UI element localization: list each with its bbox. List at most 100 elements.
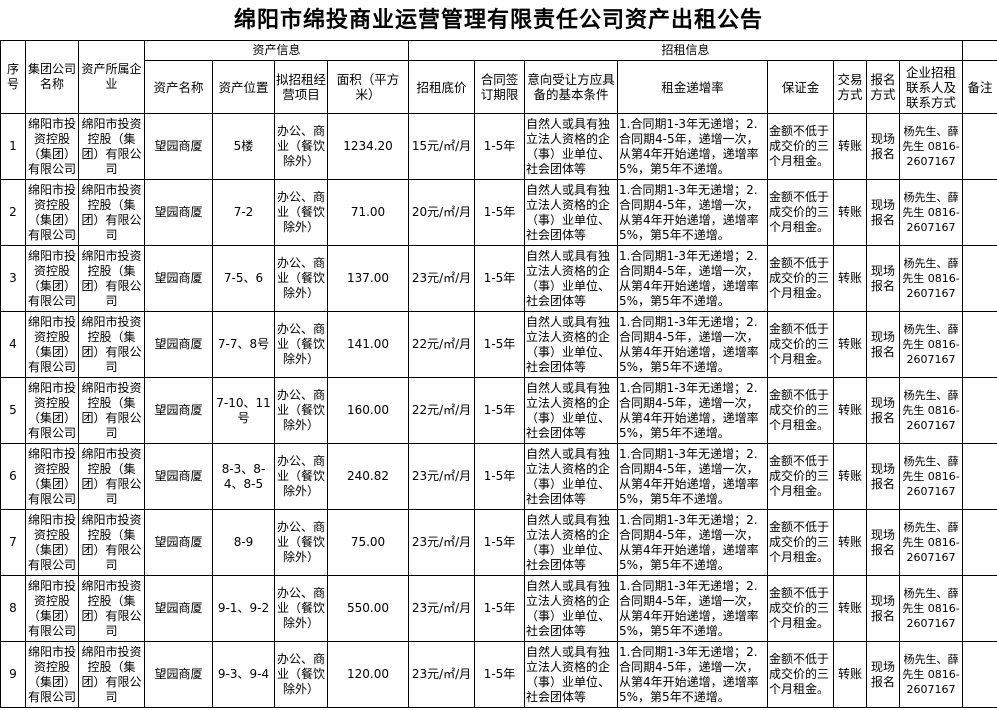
cell-price: 22元/㎡/月 [408,377,476,444]
cell-area: 1234.20 [326,113,410,180]
cell-location: 8-3、8-4、8-5 [212,443,275,510]
header-group-lease: 招租信息 [408,40,964,61]
cell-contact: 杨先生、薛先生 0816-2607167 [899,377,964,444]
cell-owner: 绵阳市投资控股（集团）有限公司 [78,113,145,180]
cell-contact: 杨先生、薛先生 0816-2607167 [899,113,964,180]
cell-group: 绵阳市投资控股（集团）有限公司 [25,113,79,180]
cell-location: 7-5、6 [212,245,275,312]
cell-location: 8-9 [212,509,275,576]
cell-name: 望园商厦 [144,443,213,510]
cell-deposit: 金额不低于成交价的三个月租金。 [767,509,835,576]
cell-price: 23元/㎡/月 [408,245,476,312]
cell-group: 绵阳市投资控股（集团）有限公司 [25,179,79,246]
cell-term: 1-5年 [474,641,526,708]
cell-name: 望园商厦 [144,179,213,246]
header-area: 面积（平方米） [326,60,410,114]
cell-usage: 办公、商业（餐饮除外） [274,377,328,444]
header-contact: 企业招租联系人及联系方式 [899,60,964,114]
header-conditions: 意向受让方应具备的基本条件 [524,60,619,114]
cell-remark [962,641,997,708]
cell-usage: 办公、商业（餐饮除外） [274,179,328,246]
cell-area: 75.00 [326,509,410,576]
cell-increase: 1.合同期1-3年无递增；2.合同期4-5年，递增一次，从第4年开始递增，递增率… [617,575,769,642]
table-row: 8 绵阳市投资控股（集团）有限公司 绵阳市投资控股（集团）有限公司 望园商厦 9-1、9… [0,575,997,642]
cell-term: 1-5年 [474,113,526,180]
cell-trade: 转账 [833,509,868,576]
cell-conditions: 自然人或具有独立法人资格的企（事）业单位、社会团体等 [524,509,619,576]
cell-area: 160.00 [326,377,410,444]
cell-location: 7-2 [212,179,275,246]
cell-location: 7-10、11号 [212,377,275,444]
cell-seq: 1 [0,113,26,180]
cell-signup: 现场报名 [866,509,901,576]
cell-owner: 绵阳市投资控股（集团）有限公司 [78,509,145,576]
header-remark: 备注 [962,60,997,114]
header-signup: 报名方式 [866,60,901,114]
cell-price: 15元/㎡/月 [408,113,476,180]
cell-conditions: 自然人或具有独立法人资格的企（事）业单位、社会团体等 [524,179,619,246]
cell-conditions: 自然人或具有独立法人资格的企（事）业单位、社会团体等 [524,443,619,510]
cell-seq: 7 [0,509,26,576]
cell-seq: 4 [0,311,26,378]
cell-price: 22元/㎡/月 [408,311,476,378]
cell-increase: 1.合同期1-3年无递增；2.合同期4-5年，递增一次，从第4年开始递增，递增率… [617,113,769,180]
cell-trade: 转账 [833,311,868,378]
cell-increase: 1.合同期1-3年无递增；2.合同期4-5年，递增一次，从第4年开始递增，递增率… [617,509,769,576]
cell-group: 绵阳市投资控股（集团）有限公司 [25,311,79,378]
cell-remark [962,113,997,180]
cell-name: 望园商厦 [144,377,213,444]
table-row: 4 绵阳市投资控股（集团）有限公司 绵阳市投资控股（集团）有限公司 望园商厦 7-7、8… [0,311,997,378]
cell-owner: 绵阳市投资控股（集团）有限公司 [78,377,145,444]
cell-trade: 转账 [833,575,868,642]
cell-remark [962,575,997,642]
cell-signup: 现场报名 [866,377,901,444]
table-row: 2 绵阳市投资控股（集团）有限公司 绵阳市投资控股（集团）有限公司 望园商厦 7-2 办公… [0,179,997,246]
cell-area: 240.82 [326,443,410,510]
cell-location: 5楼 [212,113,275,180]
cell-name: 望园商厦 [144,509,213,576]
header-blank [962,40,997,61]
cell-name: 望园商厦 [144,113,213,180]
cell-seq: 6 [0,443,26,510]
cell-owner: 绵阳市投资控股（集团）有限公司 [78,641,145,708]
cell-term: 1-5年 [474,377,526,444]
cell-contact: 杨先生、薛先生 0816-2607167 [899,311,964,378]
cell-price: 23元/㎡/月 [408,509,476,576]
cell-seq: 9 [0,641,26,708]
cell-trade: 转账 [833,113,868,180]
cell-term: 1-5年 [474,179,526,246]
cell-trade: 转账 [833,245,868,312]
cell-deposit: 金额不低于成交价的三个月租金。 [767,443,835,510]
cell-area: 141.00 [326,311,410,378]
cell-contact: 杨先生、薛先生 0816-2607167 [899,509,964,576]
cell-deposit: 金额不低于成交价的三个月租金。 [767,641,835,708]
cell-trade: 转账 [833,443,868,510]
cell-conditions: 自然人或具有独立法人资格的企（事）业单位、社会团体等 [524,311,619,378]
cell-usage: 办公、商业（餐饮除外） [274,113,328,180]
cell-remark [962,377,997,444]
cell-signup: 现场报名 [866,113,901,180]
cell-remark [962,179,997,246]
cell-deposit: 金额不低于成交价的三个月租金。 [767,575,835,642]
table-row: 1 绵阳市投资控股（集团）有限公司 绵阳市投资控股（集团）有限公司 望园商厦 5楼 办公、… [0,113,997,180]
cell-term: 1-5年 [474,245,526,312]
cell-group: 绵阳市投资控股（集团）有限公司 [25,641,79,708]
cell-conditions: 自然人或具有独立法人资格的企（事）业单位、社会团体等 [524,113,619,180]
cell-increase: 1.合同期1-3年无递增；2.合同期4-5年，递增一次，从第4年开始递增，递增率… [617,641,769,708]
header-owner: 资产所属企业 [78,40,145,114]
cell-increase: 1.合同期1-3年无递增；2.合同期4-5年，递增一次，从第4年开始递增，递增率… [617,179,769,246]
cell-contact: 杨先生、薛先生 0816-2607167 [899,575,964,642]
cell-signup: 现场报名 [866,575,901,642]
cell-increase: 1.合同期1-3年无递增；2.合同期4-5年，递增一次，从第4年开始递增，递增率… [617,443,769,510]
cell-location: 7-7、8号 [212,311,275,378]
cell-group: 绵阳市投资控股（集团）有限公司 [25,509,79,576]
cell-signup: 现场报名 [866,641,901,708]
header-trade: 交易方式 [833,60,868,114]
cell-group: 绵阳市投资控股（集团）有限公司 [25,245,79,312]
cell-owner: 绵阳市投资控股（集团）有限公司 [78,443,145,510]
cell-group: 绵阳市投资控股（集团）有限公司 [25,575,79,642]
header-group-asset: 资产信息 [143,40,410,61]
cell-seq: 3 [0,245,26,312]
cell-term: 1-5年 [474,443,526,510]
cell-area: 71.00 [326,179,410,246]
